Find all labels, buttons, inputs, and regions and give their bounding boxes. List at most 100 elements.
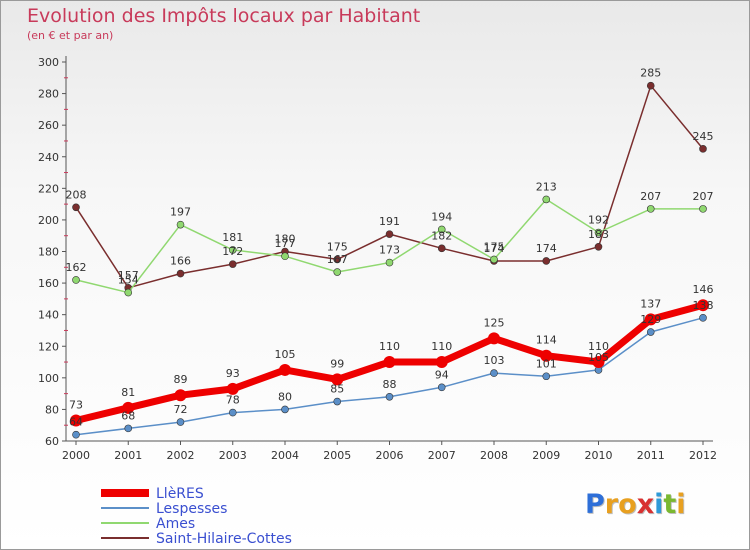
data-point <box>490 255 498 264</box>
chart-title: Evolution des Impôts locaux par Habitant <box>27 5 421 27</box>
x-tick-label: 2006 <box>376 449 404 462</box>
data-label: 93 <box>226 367 240 380</box>
data-label: 197 <box>170 206 191 219</box>
data-label: 245 <box>693 130 714 143</box>
data-point <box>72 276 80 284</box>
data-point <box>176 418 185 426</box>
data-point <box>435 356 448 369</box>
data-point <box>699 205 707 213</box>
legend-label: Ames <box>156 516 195 532</box>
x-tick-label: 2005 <box>323 449 351 462</box>
data-label: 110 <box>379 340 400 353</box>
data-point <box>488 332 500 345</box>
data-point <box>385 258 394 267</box>
x-tick-label: 2008 <box>480 449 508 462</box>
chart-subtitle: (en € et par an) <box>27 29 114 42</box>
y-tick-label: 120 <box>38 340 59 353</box>
data-label: 103 <box>484 354 505 367</box>
data-point <box>70 414 82 427</box>
data-label: 138 <box>693 299 714 312</box>
data-point <box>331 373 344 386</box>
data-label: 191 <box>379 215 400 228</box>
logo-letter: P <box>585 489 605 520</box>
data-label: 166 <box>170 255 191 268</box>
y-tick-label: 80 <box>45 403 59 416</box>
data-label: 183 <box>588 228 609 241</box>
data-label: 146 <box>693 283 714 296</box>
data-point <box>333 268 342 276</box>
data-point <box>124 288 133 297</box>
legend-label: LlèRES <box>156 486 204 502</box>
proxiti-logo: Proxiti <box>585 489 686 520</box>
data-point <box>228 408 237 417</box>
x-tick-label: 2011 <box>637 449 665 462</box>
logo-letter: r <box>604 489 619 520</box>
data-label: 192 <box>588 214 609 227</box>
data-point <box>333 397 342 406</box>
y-tick-label: 140 <box>38 309 59 322</box>
y-tick-label: 240 <box>38 151 59 164</box>
data-label: 174 <box>484 242 505 255</box>
data-label: 110 <box>588 340 609 353</box>
x-tick-label: 2010 <box>585 449 613 462</box>
data-label: 208 <box>66 188 87 201</box>
data-point <box>437 383 446 392</box>
data-label: 180 <box>275 233 296 246</box>
y-tick-label: 160 <box>38 277 59 290</box>
legend-label: Saint-Hilaire-Cottes <box>156 531 292 547</box>
data-point <box>228 260 237 268</box>
logo-letter: x <box>636 489 655 520</box>
data-label: 105 <box>275 348 296 361</box>
y-tick-label: 100 <box>38 372 59 385</box>
data-point <box>333 255 342 264</box>
data-point <box>542 195 551 204</box>
data-label: 101 <box>536 357 557 370</box>
data-label: 167 <box>327 253 348 266</box>
y-tick-label: 260 <box>38 119 59 132</box>
data-point <box>385 392 394 401</box>
data-label: 105 <box>588 351 609 364</box>
data-label: 94 <box>435 368 449 381</box>
data-label: 72 <box>174 403 188 416</box>
data-point <box>644 313 657 326</box>
y-tick-label: 180 <box>38 246 59 259</box>
y-tick-label: 220 <box>38 182 59 195</box>
data-point <box>281 405 289 414</box>
data-point <box>383 356 396 369</box>
data-point <box>646 81 655 90</box>
data-point <box>124 424 133 433</box>
x-tick-label: 2003 <box>219 449 247 462</box>
data-point <box>592 356 605 369</box>
data-label: 213 <box>536 180 557 193</box>
data-point <box>72 203 80 212</box>
data-point <box>542 257 551 265</box>
y-tick-label: 60 <box>45 435 59 448</box>
logo-letter: i <box>676 489 686 520</box>
data-point <box>228 246 237 254</box>
data-label: 175 <box>484 240 505 253</box>
data-label: 173 <box>379 244 400 257</box>
data-point <box>279 363 291 376</box>
data-label: 89 <box>174 373 188 386</box>
data-label: 182 <box>431 229 452 242</box>
x-tick-label: 2001 <box>114 449 142 462</box>
x-tick-label: 2004 <box>271 449 299 462</box>
data-point <box>122 401 135 414</box>
data-label: 177 <box>275 237 296 250</box>
data-label: 174 <box>536 242 557 255</box>
data-point <box>542 372 551 381</box>
data-label: 129 <box>640 313 661 326</box>
data-point <box>281 252 289 261</box>
data-point <box>697 299 709 312</box>
x-tick-label: 2002 <box>167 449 195 462</box>
data-label: 85 <box>330 383 344 396</box>
data-point <box>385 230 394 238</box>
data-point <box>176 220 185 229</box>
data-point <box>72 430 80 439</box>
data-label: 68 <box>121 409 135 422</box>
data-point <box>174 389 187 402</box>
data-label: 78 <box>226 394 240 407</box>
data-label: 194 <box>431 210 452 223</box>
